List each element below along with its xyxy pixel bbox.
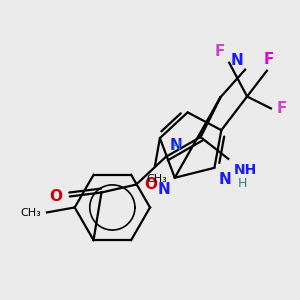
Text: CH₃: CH₃: [20, 208, 41, 218]
Text: O: O: [49, 189, 62, 204]
Text: H: H: [172, 140, 181, 152]
Text: N: N: [170, 138, 183, 153]
Text: O: O: [144, 177, 157, 192]
Text: N: N: [158, 182, 171, 197]
Text: CH₃: CH₃: [147, 174, 167, 184]
Text: N: N: [230, 53, 243, 68]
Text: N: N: [218, 172, 231, 187]
Text: NH: NH: [234, 163, 257, 177]
Text: F: F: [264, 52, 274, 67]
Text: F: F: [277, 101, 287, 116]
Text: H: H: [238, 177, 247, 190]
Text: F: F: [215, 44, 225, 59]
